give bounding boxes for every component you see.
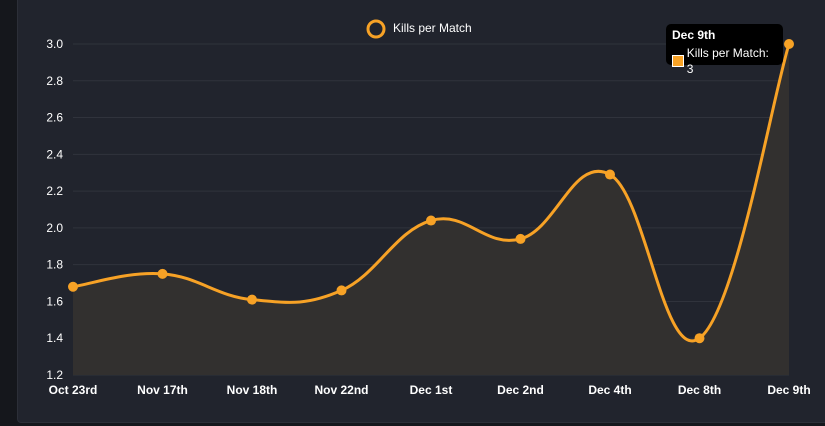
data-point[interactable] xyxy=(336,285,347,296)
x-tick-label: Dec 1st xyxy=(410,383,453,397)
y-tick-label: 2.4 xyxy=(46,147,63,161)
y-tick-label: 2.6 xyxy=(46,111,63,125)
data-point[interactable] xyxy=(694,333,705,344)
tooltip-row: Kills per Match: 3 xyxy=(672,45,777,77)
data-points[interactable] xyxy=(68,39,794,344)
legend[interactable]: Kills per Match xyxy=(366,19,472,39)
area-fill xyxy=(73,44,789,375)
y-tick-label: 3.0 xyxy=(46,37,63,51)
y-tick-label: 2.0 xyxy=(46,221,63,235)
tooltip-label: Kills per Match: 3 xyxy=(686,46,769,76)
data-point[interactable] xyxy=(784,39,794,49)
y-tick-label: 1.2 xyxy=(46,368,63,382)
y-tick-label: 1.4 xyxy=(46,331,63,345)
y-tick-label: 2.8 xyxy=(46,74,63,88)
x-tick-label: Dec 4th xyxy=(588,383,631,397)
x-tick-label: Oct 23rd xyxy=(49,383,98,397)
x-tick-label: Nov 18th xyxy=(227,383,278,397)
x-tick-label: Dec 9th xyxy=(767,383,810,397)
data-point[interactable] xyxy=(605,169,615,180)
x-axis-ticks: Oct 23rd Nov 17th Nov 18th Nov 22nd Dec 1st D… xyxy=(49,383,811,397)
x-tick-label: Nov 17th xyxy=(137,383,188,397)
data-point[interactable] xyxy=(247,294,257,305)
y-axis-ticks: 1.2 1.4 1.6 1.8 2.0 2.2 2.4 2.6 2.8 3.0 xyxy=(46,37,63,382)
tooltip-title: Dec 9th xyxy=(672,28,716,42)
x-tick-label: Nov 22nd xyxy=(314,383,368,397)
data-point[interactable] xyxy=(515,233,526,244)
data-point[interactable] xyxy=(68,281,78,292)
y-tick-label: 2.2 xyxy=(46,184,63,198)
tooltip-swatch xyxy=(672,55,684,67)
data-point[interactable] xyxy=(157,268,168,279)
tooltip: Dec 9th Kills per Match: 3 xyxy=(666,24,783,76)
y-tick-label: 1.8 xyxy=(46,258,63,272)
legend-marker[interactable] xyxy=(366,19,386,39)
data-point[interactable] xyxy=(426,215,436,226)
x-tick-label: Dec 2nd xyxy=(497,383,544,397)
legend-label[interactable]: Kills per Match xyxy=(393,21,472,35)
x-tick-label: Dec 8th xyxy=(678,383,721,397)
y-tick-label: 1.6 xyxy=(46,294,63,308)
